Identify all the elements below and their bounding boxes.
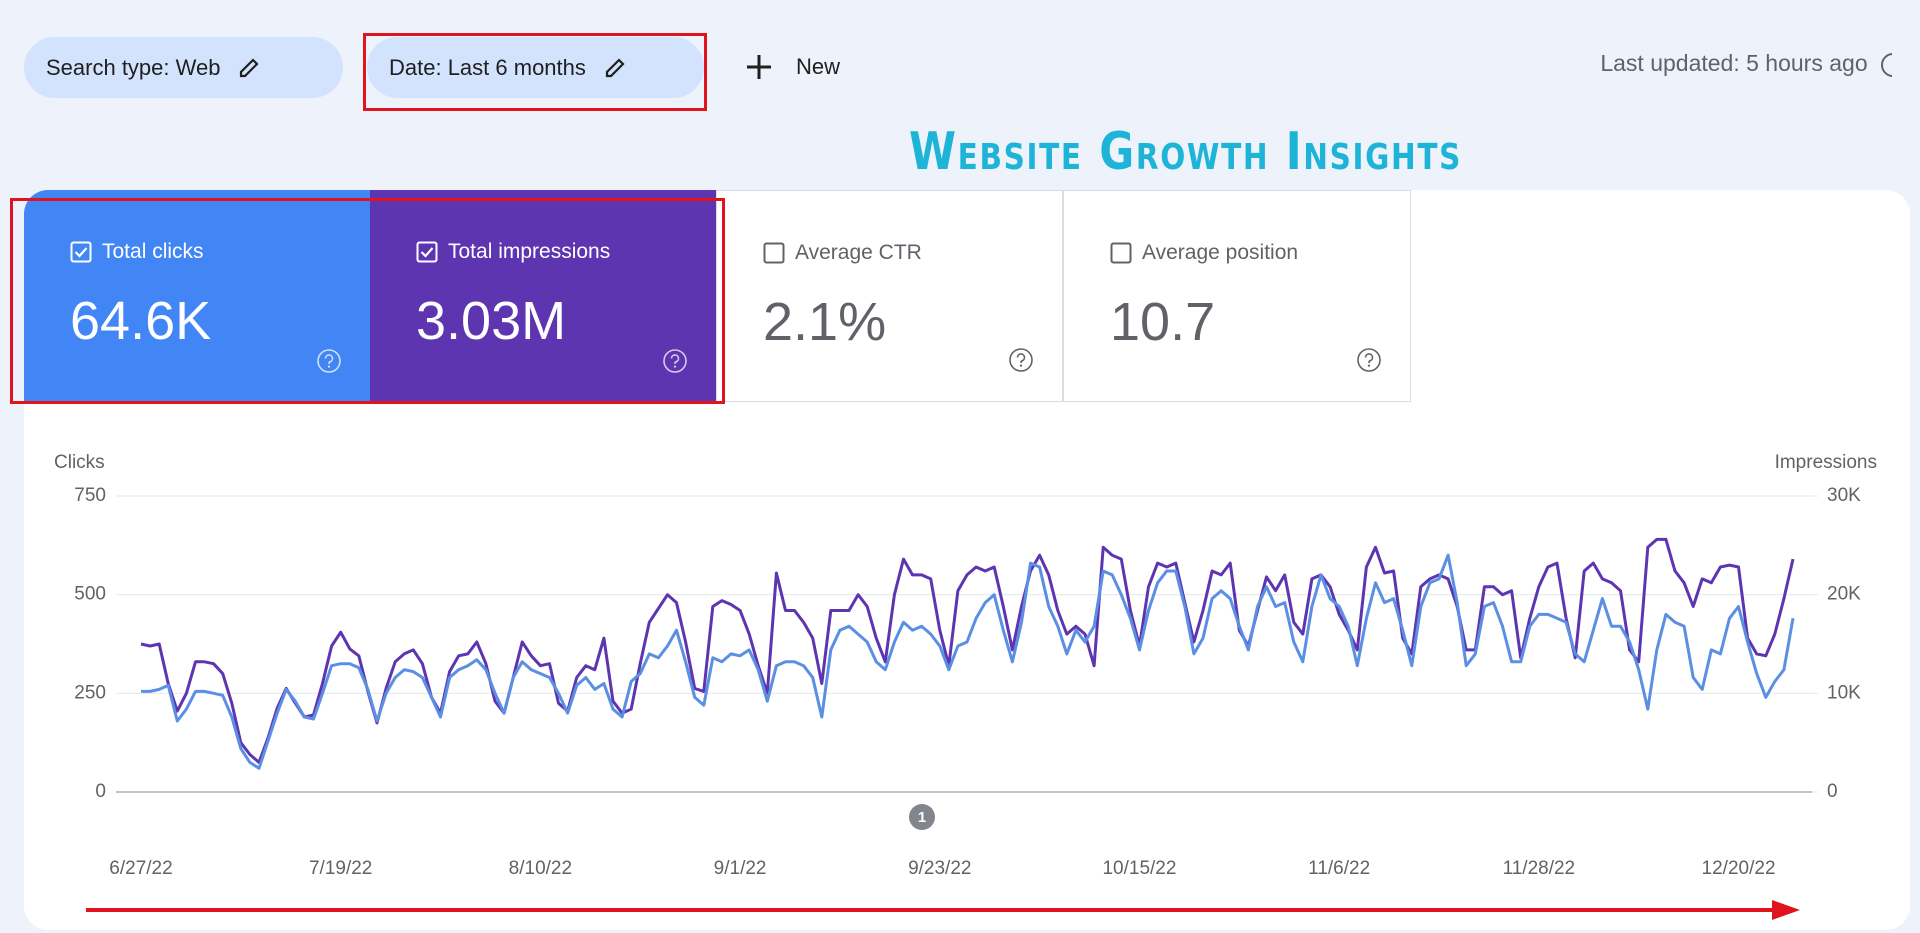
- metric-label-row: Average position: [1110, 241, 1298, 265]
- checkbox: [416, 241, 438, 263]
- help-glyph: [1364, 353, 1374, 364]
- overlay-title: Website Growth Insights: [908, 122, 1463, 182]
- help-ring: [1009, 348, 1033, 372]
- metric-card[interactable]: Average CTR 2.1%: [716, 190, 1063, 402]
- filter-chip[interactable]: Search type: Web: [24, 37, 343, 98]
- metric-value: 10.7: [1110, 292, 1216, 352]
- x-tick-label: 11/6/22: [1308, 858, 1370, 879]
- checkmark: [420, 247, 434, 258]
- new-button[interactable]: New: [744, 44, 840, 90]
- y-axis-title: Clicks: [54, 452, 105, 473]
- help-glyph: [670, 354, 680, 365]
- y2-tick-label: 0: [1827, 781, 1838, 802]
- y-tick-label: 750: [74, 485, 106, 506]
- annotation-marker: [909, 804, 935, 830]
- help-glyph: [1016, 353, 1026, 364]
- metric-card[interactable]: Total impressions 3.03M: [370, 190, 716, 402]
- y2-axis-title: Impressions: [1775, 452, 1877, 473]
- new-label: New: [796, 54, 841, 79]
- metric-value: 3.03M: [416, 291, 567, 351]
- metric-label-row: Average CTR: [763, 241, 922, 265]
- help-ring: [317, 349, 341, 373]
- y2-tick-label: 10K: [1827, 682, 1861, 703]
- edit-icon: [605, 57, 625, 77]
- x-tick-label: 9/23/22: [908, 858, 971, 879]
- series-line: [140, 537, 1795, 764]
- checkbox-box: [416, 241, 438, 263]
- metric-card[interactable]: Average position 10.7: [1063, 190, 1411, 402]
- checkbox-box: [1110, 242, 1132, 264]
- x-tick-label: 7/19/22: [309, 858, 372, 879]
- metric-value: 2.1%: [763, 292, 887, 352]
- help-icon: [663, 349, 687, 373]
- help-icon: [1357, 348, 1381, 372]
- last-updated-text: Last updated: 5 hours ago: [1600, 50, 1868, 76]
- x-tick-label: 12/20/22: [1702, 858, 1776, 879]
- filter-label: Date: Last 6 months: [389, 54, 586, 80]
- y-tick-label: 500: [74, 584, 106, 605]
- y2-tick-label: 30K: [1827, 485, 1861, 506]
- filter-chip[interactable]: Date: Last 6 months: [367, 37, 704, 98]
- x-tick-label: 10/15/22: [1102, 858, 1176, 879]
- y-tick-label: 250: [74, 682, 106, 703]
- metric-label-row: Total clicks: [70, 240, 204, 264]
- series-line: [141, 553, 1795, 770]
- metric-label: Average position: [1142, 241, 1299, 264]
- y2-tick-label: 20K: [1827, 584, 1861, 605]
- help-dot: [1019, 364, 1023, 367]
- metric-label: Total impressions: [448, 240, 611, 263]
- checkbox-box: [70, 241, 92, 263]
- edit-icon: [240, 57, 260, 77]
- x-tick-label: 11/28/22: [1503, 858, 1576, 879]
- plus-icon: [747, 55, 771, 79]
- help-icon: [317, 349, 341, 373]
- help-ring: [1357, 348, 1381, 372]
- x-tick-label: 9/1/22: [714, 858, 767, 879]
- help-dot: [1367, 364, 1371, 367]
- x-tick-label: 8/10/22: [509, 858, 572, 879]
- metric-label: Average CTR: [795, 241, 922, 264]
- help-dot: [327, 365, 331, 368]
- help-dot: [673, 365, 677, 368]
- metric-label: Total clicks: [102, 240, 204, 263]
- help-ring: [663, 349, 687, 373]
- help-icon: [1009, 348, 1033, 372]
- checkbox: [763, 242, 785, 264]
- filter-label: Search type: Web: [46, 54, 221, 80]
- x-tick-label: 6/27/22: [109, 858, 172, 879]
- annotation-label: 1: [918, 809, 926, 826]
- checkbox: [1110, 242, 1132, 264]
- y-tick-label: 0: [95, 781, 106, 802]
- help-glyph: [324, 354, 334, 365]
- metric-label-row: Total impressions: [416, 240, 610, 264]
- trend-arrowhead: [1772, 900, 1800, 920]
- checkbox-box: [763, 242, 785, 264]
- metric-value: 64.6K: [70, 291, 212, 351]
- metric-card[interactable]: Total clicks 64.6K: [24, 190, 370, 402]
- checkmark: [74, 247, 88, 258]
- checkbox: [70, 241, 92, 263]
